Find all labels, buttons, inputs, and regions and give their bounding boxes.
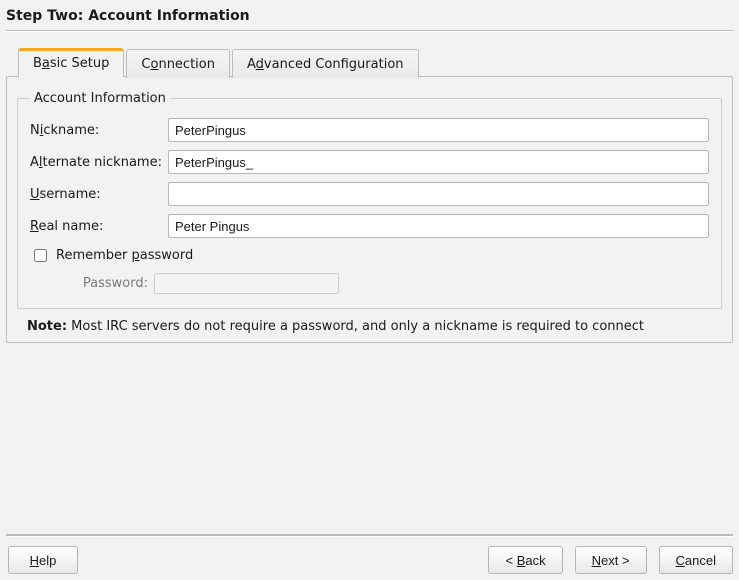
note-body: Most IRC servers do not require a passwo… xyxy=(67,319,644,334)
input-nickname[interactable] xyxy=(168,118,709,142)
tab-panel-basic-setup: Account Information Nickname: Alternate … xyxy=(6,76,733,343)
label-real-name: Real name: xyxy=(30,219,168,234)
label-username: Username: xyxy=(30,187,168,202)
group-legend: Account Information xyxy=(30,91,170,106)
title-separator xyxy=(6,30,733,32)
label-remember-password[interactable]: Remember password xyxy=(56,248,193,263)
tab-bar: Basic Setup Connection Advanced Configur… xyxy=(18,48,733,77)
note-text: Note: Most IRC servers do not require a … xyxy=(27,319,720,334)
tab-advanced-configuration[interactable]: Advanced Configuration xyxy=(232,49,419,78)
input-real-name[interactable] xyxy=(168,214,709,238)
row-remember-password: Remember password xyxy=(30,246,709,265)
help-button[interactable]: Help xyxy=(8,546,78,574)
back-button[interactable]: < Back xyxy=(488,546,562,574)
input-password xyxy=(154,273,339,294)
row-real-name: Real name: xyxy=(30,214,709,238)
tab-label: Basic Setup xyxy=(33,56,109,71)
tab-label: Connection xyxy=(141,57,215,72)
note-bold: Note: xyxy=(27,319,67,334)
row-nickname: Nickname: xyxy=(30,118,709,142)
input-alternate-nickname[interactable] xyxy=(168,150,709,174)
cancel-button[interactable]: Cancel xyxy=(659,546,733,574)
row-username: Username: xyxy=(30,182,709,206)
row-alternate-nickname: Alternate nickname: xyxy=(30,150,709,174)
group-account-information: Account Information Nickname: Alternate … xyxy=(17,91,722,309)
tab-label: Advanced Configuration xyxy=(247,57,404,72)
page-title: Step Two: Account Information xyxy=(6,8,733,30)
label-alternate-nickname: Alternate nickname: xyxy=(30,155,168,170)
tab-connection[interactable]: Connection xyxy=(126,49,230,78)
next-button[interactable]: Next > xyxy=(575,546,647,574)
tab-basic-setup[interactable]: Basic Setup xyxy=(18,48,124,77)
label-nickname: Nickname: xyxy=(30,123,168,138)
row-password: Password: xyxy=(30,273,709,294)
wizard-button-bar: Help < Back Next > Cancel xyxy=(6,534,733,574)
label-password: Password: xyxy=(56,276,154,291)
checkbox-remember-password[interactable] xyxy=(34,249,47,262)
wizard-step-account-info: Step Two: Account Information Basic Setu… xyxy=(0,0,739,580)
input-username[interactable] xyxy=(168,182,709,206)
